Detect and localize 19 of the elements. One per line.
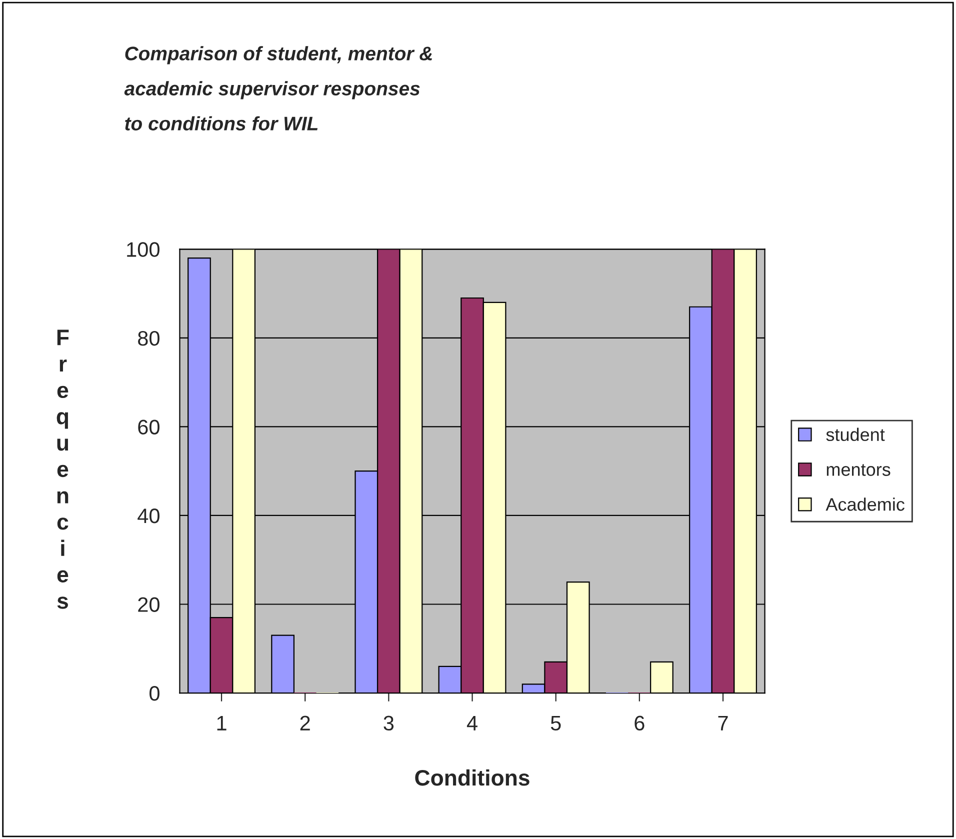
x-tick-label: 1 bbox=[217, 716, 226, 730]
x-tick-label: 4 bbox=[466, 716, 478, 730]
x-axis-title: Conditions bbox=[415, 769, 530, 786]
x-tick-label: 3 bbox=[384, 716, 394, 731]
y-tick-label: 60 bbox=[138, 420, 160, 434]
y-tick-label: 0 bbox=[150, 686, 160, 701]
x-tick-label: 6 bbox=[634, 716, 644, 731]
legend-label: student bbox=[826, 428, 885, 442]
text: Frequencies bbox=[56, 330, 69, 609]
chart-title: Comparison of student, mentor & academic supervisor responses to conditions for WIL bbox=[124, 46, 432, 131]
x-tick-label: 7 bbox=[718, 716, 728, 730]
y-tick-label: 100 bbox=[127, 242, 160, 257]
legend-label: Academic bbox=[826, 498, 904, 511]
x-tick-label: 5 bbox=[550, 716, 561, 731]
legend-label: mentors bbox=[826, 464, 890, 476]
x-tick-label: 2 bbox=[300, 716, 310, 730]
y-tick-label: 20 bbox=[138, 597, 160, 612]
y-tick-label: 40 bbox=[138, 508, 160, 524]
y-tick-label: 80 bbox=[138, 330, 160, 346]
